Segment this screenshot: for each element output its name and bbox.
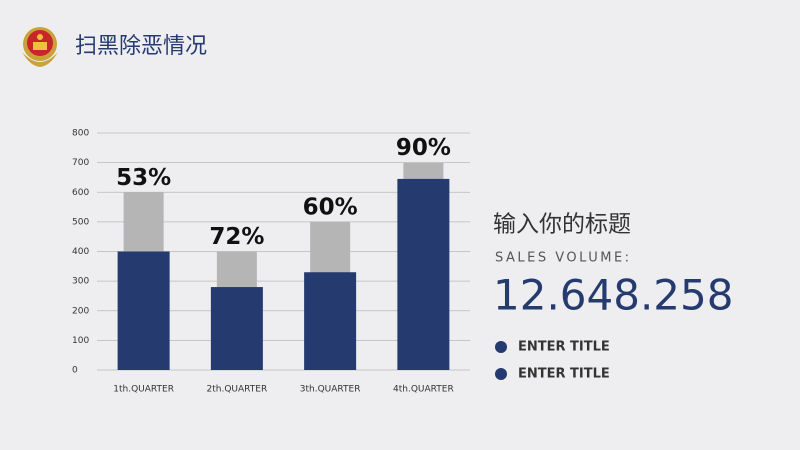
slide-title: 扫黑除恶情况 xyxy=(75,34,207,59)
bar-annotation: 53% xyxy=(116,165,171,191)
bar xyxy=(397,178,450,370)
y-tick-label: 200 xyxy=(72,306,89,316)
x-tick-label: 1th.QUARTER xyxy=(113,385,174,395)
x-tick-label: 3th.QUARTER xyxy=(300,385,361,395)
panel-items: ENTER TITLE ENTER TITLE xyxy=(495,340,610,382)
y-tick-label: 700 xyxy=(72,158,89,168)
item-label: ENTER TITLE xyxy=(518,340,610,355)
bar-annotation: 60% xyxy=(303,194,358,220)
y-tick-label: 800 xyxy=(72,129,89,139)
item-dot xyxy=(495,341,507,353)
panel-heading: 输入你的标题 xyxy=(493,212,631,238)
bar xyxy=(304,272,357,370)
emblem xyxy=(22,27,58,67)
y-tick-label: 400 xyxy=(72,247,89,257)
item-dot xyxy=(495,368,507,380)
item-label: ENTER TITLE xyxy=(518,367,610,382)
bar-annotation: 90% xyxy=(396,135,451,161)
panel-label: SALES VOLUME: xyxy=(495,251,632,266)
x-tick-label: 2th.QUARTER xyxy=(207,385,268,395)
bar xyxy=(117,251,170,370)
bar xyxy=(210,287,263,370)
plot: 0 100 200 300 400 500 600 700 800 53% 1th.QUARTER 7… xyxy=(72,129,470,395)
panel-figure: 12.648.258 xyxy=(493,271,733,320)
bar-annotation: 72% xyxy=(209,224,264,250)
y-tick-label: 600 xyxy=(72,188,89,198)
y-tick-label: 300 xyxy=(72,277,89,287)
x-tick-label: 4th.QUARTER xyxy=(393,385,454,395)
y-tick-label: 500 xyxy=(72,217,89,227)
y-tick-label: 0 xyxy=(72,366,78,376)
y-tick-label: 100 xyxy=(72,336,89,346)
